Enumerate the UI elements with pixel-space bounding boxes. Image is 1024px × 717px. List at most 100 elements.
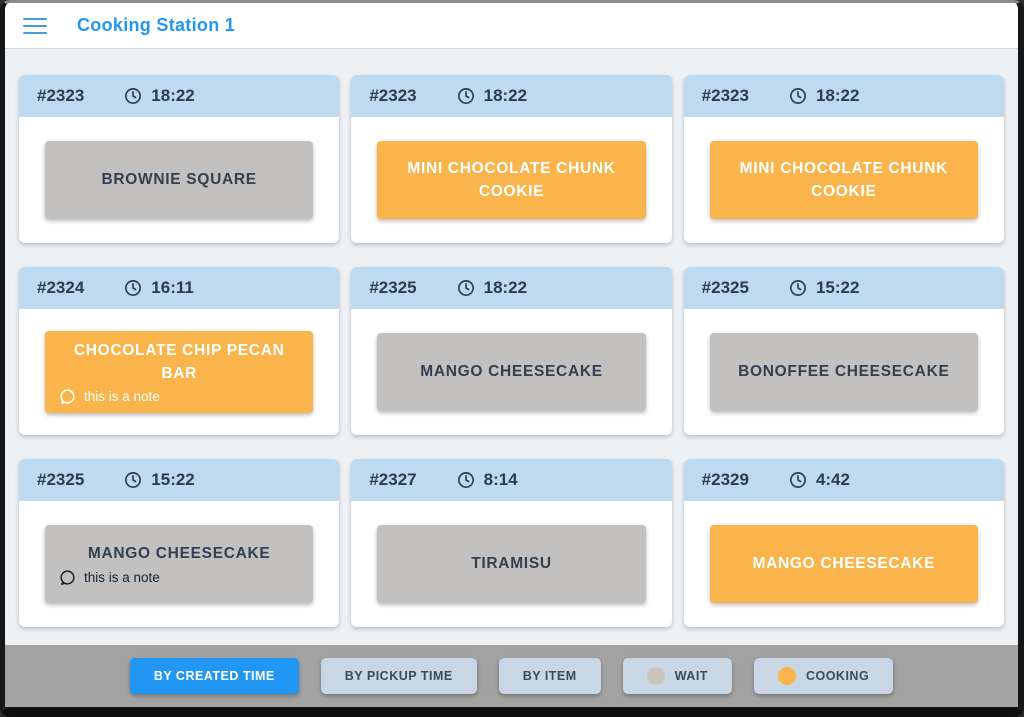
- item-button[interactable]: MINI CHOCOLATE CHUNK COOKIE: [377, 141, 646, 219]
- order-time-group: 18:22: [457, 278, 527, 298]
- order-card-body: TIRAMISU: [351, 501, 671, 627]
- clock-icon: [789, 88, 806, 104]
- order-card-header: #2327 8:14: [351, 459, 672, 501]
- order-time: 8:14: [483, 470, 518, 489]
- order-card-header: #2324 16:11: [19, 267, 340, 309]
- item-name: BONOFFEE CHEESECAKE: [738, 363, 950, 381]
- order-card-header: #2323 18:22: [351, 75, 672, 117]
- note-icon: [60, 570, 75, 585]
- order-number: #2325: [701, 278, 749, 297]
- order-card: #2325 18:22 MANGO CHEESECAKE: [351, 267, 672, 435]
- item-button[interactable]: BROWNIE SQUARE: [45, 141, 314, 219]
- cooking-status-dot: [777, 667, 796, 685]
- clock-icon: [457, 472, 474, 488]
- order-card: #2323 18:22 MINI CHOCOLATE CHUNK COOKIE: [351, 75, 672, 243]
- order-time-group: 16:11: [124, 278, 194, 298]
- order-card-body: MANGO CHEESECAKE: [684, 501, 1004, 627]
- sort-by-pickup-time-button[interactable]: BY PICKUP TIME: [320, 658, 477, 694]
- clock-icon: [457, 280, 474, 296]
- order-card-body: MANGO CHEESECAKE this is a note: [19, 501, 339, 627]
- order-card-header: #2325 15:22: [683, 267, 1004, 309]
- order-card-header: #2323 18:22: [19, 75, 340, 117]
- wait-status-dot: [646, 667, 665, 685]
- order-card: #2323 18:22 MINI CHOCOLATE CHUNK COOKIE: [683, 75, 1004, 243]
- order-time-group: 15:22: [124, 470, 195, 490]
- order-time: 18:22: [815, 86, 860, 105]
- item-button[interactable]: CHOCOLATE CHIP PECAN BAR this is a note: [45, 330, 314, 414]
- item-button[interactable]: MANGO CHEESECAKE: [377, 333, 646, 411]
- order-card: #2325 15:22 MANGO CHEESECAKE: [19, 459, 340, 627]
- order-number: #2323: [701, 86, 749, 105]
- order-number: #2325: [37, 470, 85, 489]
- order-number: #2323: [369, 86, 417, 105]
- order-time: 4:42: [815, 470, 850, 489]
- order-number: #2327: [369, 470, 417, 489]
- order-card-body: MINI CHOCOLATE CHUNK COOKIE: [684, 117, 1004, 243]
- item-name: TIRAMISU: [471, 555, 552, 573]
- item-name: CHOCOLATE CHIP PECAN BAR: [73, 341, 285, 382]
- sort-by-created-time-button[interactable]: BY CREATED TIME: [129, 658, 299, 694]
- cooking-legend-button[interactable]: COOKING: [753, 658, 894, 694]
- clock-icon: [457, 88, 474, 104]
- order-card: #2324 16:11 CHOCOLATE CHIP PECAN BAR: [19, 267, 340, 435]
- bottom-toolbar: BY CREATED TIME BY PICKUP TIME BY ITEM W…: [5, 645, 1018, 707]
- order-card-header: #2329 4:42: [683, 459, 1004, 501]
- item-name: MINI CHOCOLATE CHUNK COOKIE: [739, 159, 948, 200]
- order-time-group: 18:22: [789, 86, 859, 106]
- order-card-body: BROWNIE SQUARE: [19, 117, 339, 243]
- app-bar: Cooking Station 1: [5, 3, 1018, 49]
- order-time: 18:22: [151, 86, 195, 105]
- order-time: 16:11: [151, 278, 194, 297]
- order-card-body: MANGO CHEESECAKE: [351, 309, 671, 435]
- cooking-legend-label: COOKING: [805, 669, 870, 683]
- item-name: MINI CHOCOLATE CHUNK COOKIE: [407, 159, 616, 200]
- order-time-group: 18:22: [457, 86, 527, 106]
- clock-icon: [125, 280, 142, 296]
- item-name: MANGO CHEESECAKE: [420, 363, 603, 381]
- item-note: this is a note: [59, 569, 299, 586]
- item-button[interactable]: MANGO CHEESECAKE: [709, 525, 978, 603]
- order-number: #2325: [369, 278, 417, 297]
- clock-icon: [789, 472, 806, 488]
- order-card-header: #2325 18:22: [351, 267, 672, 309]
- menu-icon[interactable]: [23, 17, 47, 34]
- item-button[interactable]: MANGO CHEESECAKE this is a note: [45, 525, 314, 603]
- order-card-body: MINI CHOCOLATE CHUNK COOKIE: [351, 117, 671, 243]
- order-time: 18:22: [483, 86, 528, 105]
- order-time-group: 8:14: [457, 470, 518, 490]
- note-icon: [60, 389, 75, 405]
- wait-legend-button[interactable]: WAIT: [622, 658, 732, 694]
- order-card-body: CHOCOLATE CHIP PECAN BAR this is a note: [19, 309, 339, 435]
- order-card-body: BONOFFEE CHEESECAKE: [684, 309, 1004, 435]
- clock-icon: [789, 280, 806, 296]
- item-name: BROWNIE SQUARE: [101, 171, 257, 189]
- order-number: #2329: [701, 470, 749, 489]
- order-time: 15:22: [151, 470, 195, 489]
- order-card: #2327 8:14 TIRAMISU: [351, 459, 672, 627]
- order-time: 15:22: [815, 278, 860, 297]
- order-time-group: 18:22: [124, 86, 195, 106]
- order-card-header: #2323 18:22: [683, 75, 1004, 117]
- clock-icon: [125, 88, 142, 104]
- order-card: #2323 18:22 BROWNIE SQUARE: [19, 75, 340, 243]
- order-time: 18:22: [483, 278, 528, 297]
- order-card: #2325 15:22 BONOFFEE CHEESECAKE: [683, 267, 1004, 435]
- note-text: this is a note: [84, 569, 160, 585]
- clock-icon: [125, 472, 142, 488]
- wait-legend-label: WAIT: [674, 669, 708, 683]
- item-note: this is a note: [59, 388, 299, 405]
- order-time-group: 15:22: [789, 278, 859, 298]
- order-card: #2329 4:42 MANGO CHEESECAKE: [683, 459, 1004, 627]
- page-title: Cooking Station 1: [77, 15, 236, 35]
- item-button[interactable]: TIRAMISU: [377, 525, 646, 603]
- orders-grid: #2323 18:22 BROWNIE SQUARE #2323: [5, 49, 1018, 645]
- note-text: this is a note: [84, 389, 160, 405]
- order-number: #2323: [37, 86, 85, 105]
- sort-by-item-button[interactable]: BY ITEM: [498, 658, 601, 694]
- item-name: MANGO CHEESECAKE: [87, 545, 271, 563]
- item-button[interactable]: MINI CHOCOLATE CHUNK COOKIE: [709, 141, 978, 219]
- item-button[interactable]: BONOFFEE CHEESECAKE: [709, 333, 978, 411]
- order-time-group: 4:42: [789, 470, 850, 490]
- order-number: #2324: [37, 278, 85, 297]
